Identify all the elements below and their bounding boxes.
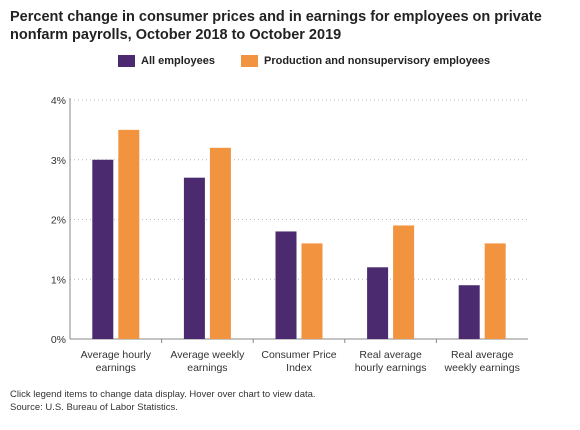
bar-all-employees[interactable]: All employees: 1.8% xyxy=(275,231,297,339)
legend-swatch-production-employees xyxy=(241,55,258,67)
chart-source-note: Source: U.S. Bureau of Labor Statistics. xyxy=(10,402,178,413)
bar-production-and-nonsupervisory-employees[interactable]: Production and nonsupervisory employees:… xyxy=(209,147,231,339)
x-tick-label: weekly earnings xyxy=(444,362,520,374)
y-tick-label: 0% xyxy=(51,334,66,346)
legend-swatch-all-employees xyxy=(118,55,135,67)
y-tick-label: 2% xyxy=(51,215,66,227)
legend-item-production-employees[interactable]: Production and nonsupervisory employees xyxy=(241,55,490,67)
bar-all-employees[interactable]: All employees: 3% xyxy=(92,159,114,339)
x-tick-label: earnings xyxy=(187,362,227,374)
x-tick-label: Real average xyxy=(359,349,422,361)
chart-instruction-note: Click legend items to change data displa… xyxy=(10,389,316,400)
bar-production-and-nonsupervisory-employees[interactable]: Production and nonsupervisory employees:… xyxy=(301,243,323,339)
bar-production-and-nonsupervisory-employees[interactable]: Production and nonsupervisory employees:… xyxy=(393,225,415,339)
x-tick-label: Index xyxy=(286,362,312,374)
x-tick-label: Real average xyxy=(451,349,514,361)
legend-label-all-employees: All employees xyxy=(141,55,215,67)
legend-label-production-employees: Production and nonsupervisory employees xyxy=(264,55,491,67)
legend-item-all-employees[interactable]: All employees xyxy=(118,55,215,67)
legend: All employees Production and nonsupervis… xyxy=(0,55,580,73)
bar-all-employees[interactable]: All employees: 1.2% xyxy=(367,267,389,339)
x-tick-label: Average hourly xyxy=(81,349,152,361)
x-tick-label: hourly earnings xyxy=(355,362,427,374)
bar-production-and-nonsupervisory-employees[interactable]: Production and nonsupervisory employees:… xyxy=(118,129,140,339)
bar-all-employees[interactable]: All employees: 0.9% xyxy=(458,285,480,339)
x-tick-label: earnings xyxy=(96,362,136,374)
y-tick-label: 1% xyxy=(51,274,66,286)
bar-all-employees[interactable]: All employees: 2.7% xyxy=(183,177,205,339)
y-tick-label: 3% xyxy=(51,155,66,167)
y-tick-label: 4% xyxy=(51,95,66,107)
x-tick-label: Average weekly xyxy=(170,349,245,361)
x-tick-label: Consumer Price xyxy=(261,349,336,361)
chart-title: Percent change in consumer prices and in… xyxy=(10,9,542,43)
bar-production-and-nonsupervisory-employees[interactable]: Production and nonsupervisory employees:… xyxy=(484,243,506,339)
